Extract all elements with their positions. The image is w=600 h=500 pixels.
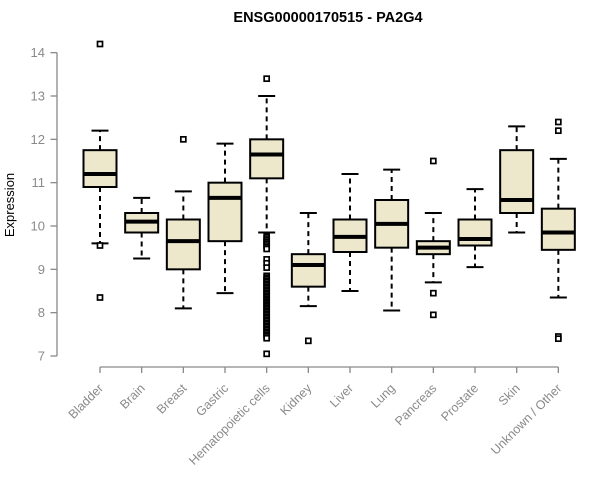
outlier-point <box>263 75 271 83</box>
x-tick-label: Breast <box>154 381 190 417</box>
outlier-point <box>304 337 312 345</box>
x-tick-label: Brain <box>117 381 148 412</box>
x-tick-label: Lung <box>368 381 398 411</box>
y-tick-label: 13 <box>31 89 45 104</box>
outlier-point <box>554 127 562 135</box>
outlier-point <box>429 157 437 165</box>
x-tick-label: Unknown / Other <box>488 381 564 457</box>
x-tick-label: Kidney <box>278 381 315 418</box>
box-hematopoietic-cells <box>249 75 285 358</box>
x-tick-label: Pancreas <box>392 381 439 428</box>
y-tick-label: 11 <box>32 175 46 190</box>
x-tick-label: Liver <box>327 381 356 410</box>
outlier-point <box>429 311 437 319</box>
box-brain <box>124 196 160 260</box>
box-prostate <box>457 188 493 269</box>
iqr-box <box>165 218 201 271</box>
box-pancreas <box>415 157 451 319</box>
x-tick-label: Bladder <box>66 381 106 421</box>
outlier-point <box>179 135 187 143</box>
box-bladder <box>82 40 118 301</box>
iqr-box <box>82 149 118 189</box>
y-tick-label: 8 <box>38 305 45 320</box>
y-axis-label: Expression <box>2 173 17 237</box>
plot-area: 7 8 9 10 11 12 13 14 Bladder Brain Breast GastricHe… <box>31 40 576 468</box>
outlier-point <box>554 335 562 343</box>
iqr-box <box>207 181 243 243</box>
outlier-point <box>263 350 271 358</box>
outlier-point <box>96 294 104 301</box>
box-unknown-other <box>540 118 576 343</box>
outlier-point <box>263 264 271 271</box>
outlier-point <box>96 242 104 249</box>
outlier-point <box>429 289 437 297</box>
iqr-box <box>540 207 576 251</box>
y-tick-label: 9 <box>38 262 45 277</box>
outlier-point <box>554 118 562 126</box>
iqr-box <box>290 253 326 288</box>
outlier-point <box>263 334 271 342</box>
x-tick-label: Prostate <box>438 381 481 424</box>
chart-title: ENSG00000170515 - PA2G4 <box>233 10 422 26</box>
y-tick-label: 7 <box>38 349 45 364</box>
y-tick-label: 10 <box>31 219 45 234</box>
box-lung <box>374 168 410 312</box>
x-tick-label: Hematopoietic cells <box>186 381 273 468</box>
x-tick-label: Skin <box>496 381 523 408</box>
iqr-box <box>499 149 535 215</box>
box-liver <box>332 173 368 293</box>
box-kidney <box>290 212 326 345</box>
outlier-point <box>263 245 271 253</box>
iqr-box <box>457 218 493 247</box>
outlier-point <box>96 40 104 48</box>
box-breast <box>165 135 201 310</box>
y-tick-label: 12 <box>31 132 45 147</box>
y-tick-label: 14 <box>31 45 45 60</box>
iqr-box <box>249 138 285 180</box>
box-skin <box>499 125 535 234</box>
x-tick-label: Gastric <box>193 381 231 419</box>
box-gastric <box>207 142 243 295</box>
